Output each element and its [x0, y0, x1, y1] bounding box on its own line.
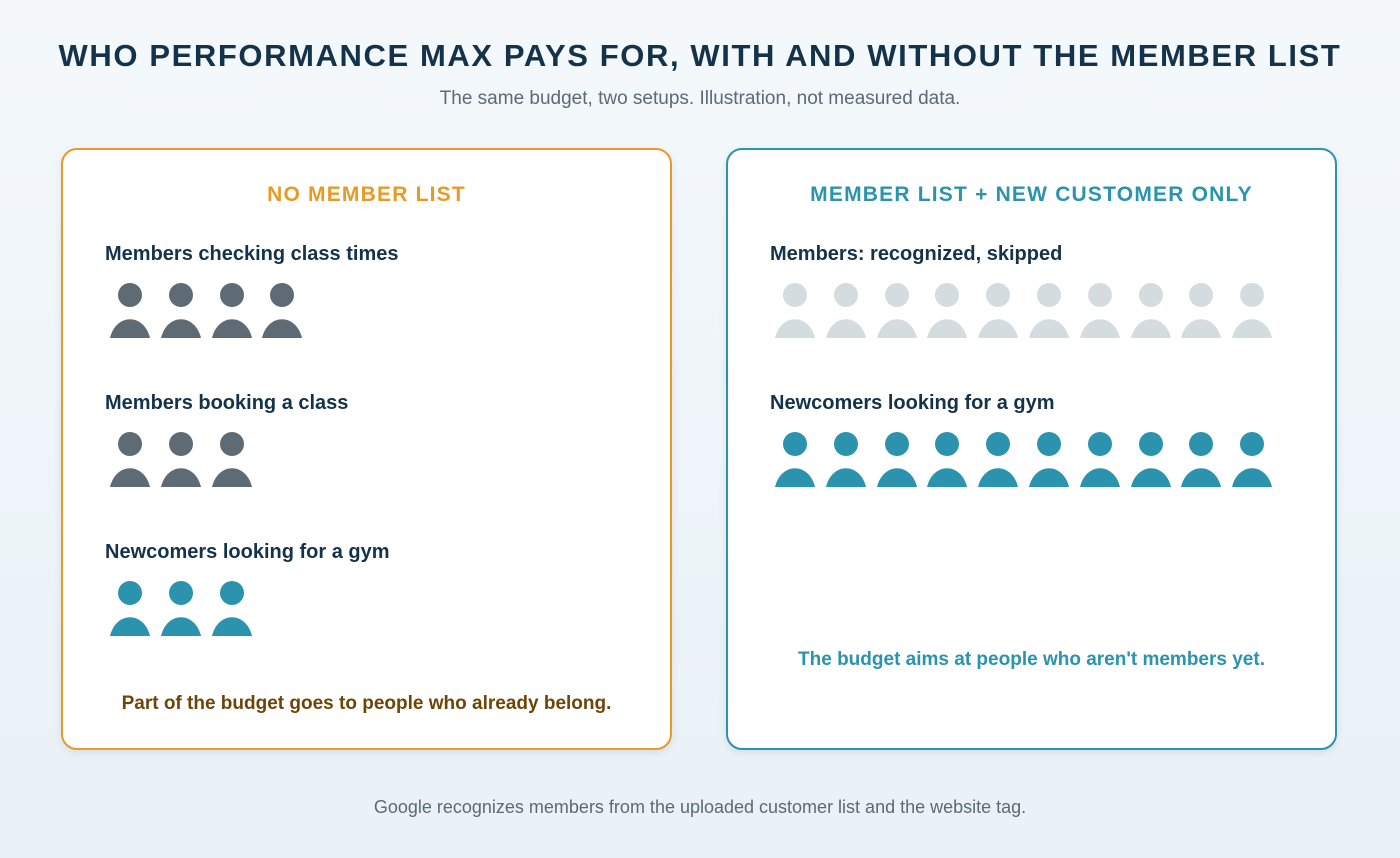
- person-icon: [110, 432, 150, 487]
- person-icon: [211, 581, 252, 636]
- group-members-skipped: Members: recognized, skipped: [770, 243, 1273, 338]
- person-icon: [160, 432, 201, 487]
- person-icon: [262, 283, 303, 338]
- group-members-booking: Members booking a class: [105, 392, 349, 487]
- person-icon: [1029, 432, 1069, 487]
- panel-footnote: Part of the budget goes to people who al…: [121, 693, 612, 714]
- group-label: Newcomers looking for a gym: [105, 541, 390, 563]
- person-icon: [876, 432, 917, 487]
- group-label: Members checking class times: [105, 243, 399, 265]
- panel-title: NO MEMBER LIST: [267, 183, 466, 206]
- person-icon: [927, 283, 968, 338]
- person-icon: [110, 283, 150, 338]
- person-icon: [825, 432, 866, 487]
- person-icon: [775, 432, 815, 487]
- person-icon: [1232, 283, 1273, 338]
- group-newcomers: Newcomers looking for a gym: [105, 541, 390, 636]
- group-label: Members booking a class: [105, 392, 349, 414]
- person-icon: [775, 283, 815, 338]
- group-label: Newcomers looking for a gym: [770, 392, 1055, 414]
- person-icon: [876, 283, 917, 338]
- panel-title: MEMBER LIST + NEW CUSTOMER ONLY: [810, 183, 1253, 206]
- group-members-checking-times: Members checking class times: [105, 243, 399, 338]
- panel-footnote: The budget aims at people who aren't mem…: [798, 649, 1265, 670]
- person-icon: [1079, 283, 1120, 338]
- person-icon: [1130, 283, 1171, 338]
- person-icon: [160, 283, 201, 338]
- panel-no-member-list: NO MEMBER LIST Members checking class ti…: [61, 148, 672, 750]
- person-icon: [211, 432, 252, 487]
- person-icon: [160, 581, 201, 636]
- person-icon: [1130, 432, 1171, 487]
- person-icon: [1029, 283, 1069, 338]
- page-subtitle: The same budget, two setups. Illustratio…: [439, 88, 961, 109]
- person-icon: [978, 283, 1019, 338]
- person-icon: [978, 432, 1019, 487]
- person-icon: [927, 432, 968, 487]
- person-icon: [1181, 432, 1222, 487]
- person-icon: [1181, 283, 1222, 338]
- person-icon: [825, 283, 866, 338]
- group-label: Members: recognized, skipped: [770, 243, 1063, 265]
- person-icon: [211, 283, 252, 338]
- person-icon: [1232, 432, 1273, 487]
- page-title: WHO PERFORMANCE MAX PAYS FOR, WITH AND W…: [58, 38, 1342, 73]
- panel-member-list-new-customer-only: MEMBER LIST + NEW CUSTOMER ONLY Members:…: [726, 148, 1337, 750]
- caption: Google recognizes members from the uploa…: [373, 797, 1027, 817]
- person-icon: [110, 581, 150, 636]
- person-icon: [1079, 432, 1120, 487]
- group-newcomers: Newcomers looking for a gym: [770, 392, 1273, 487]
